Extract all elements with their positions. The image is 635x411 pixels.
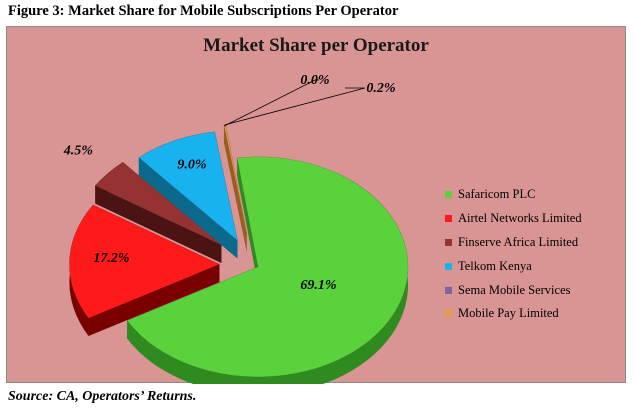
legend-swatch [445, 286, 452, 294]
data-label-safaricom-plc: 69.1% [300, 278, 336, 293]
data-label-sema-mobile-services: 0.0% [300, 73, 329, 88]
legend-item-telkom: Telkom Kenya [445, 254, 582, 278]
data-label-airtel-networks-limited: 17.2% [93, 251, 129, 266]
legend-label: Safaricom PLC [458, 187, 536, 202]
legend-item-sema: Sema Mobile Services [445, 278, 582, 302]
legend-swatch [445, 262, 452, 270]
pie-label-group: 69.1% 17.2% 4.5% 9.0% 0.0% 0.2% [63, 73, 396, 293]
chart-panel: Market Share per Operator 69.1% 17.2% 4.5%… [6, 26, 626, 384]
legend-label: Sema Mobile Services [458, 282, 571, 297]
pie-slice-side-safaricom-plc [127, 156, 409, 384]
pie-slice-wall-telkom-kenya [138, 157, 238, 259]
legend-swatch [445, 215, 452, 223]
source-note: Source: CA, Operators’ Returns. [8, 389, 197, 404]
legend-label: Telkom Kenya [458, 258, 532, 273]
legend-label: Finserve Africa Limited [458, 234, 579, 249]
pie-slice-finserve-africa-limited [94, 161, 222, 246]
pie-slice-wall-safaricom-plc [237, 157, 259, 285]
leader-line-sema-mobile-services [223, 79, 319, 127]
pie-top-group [69, 124, 409, 378]
pie-chart: 69.1% 17.2% 4.5% 9.0% 0.0% 0.2% [63, 73, 409, 384]
pie-slice-wall-finserve-africa-limited [95, 185, 222, 264]
legend-item-finserve: Finserve Africa Limited [445, 231, 582, 255]
leader-line-mobile-pay-limited [224, 87, 366, 126]
figure-caption: Figure 3: Market Share for Mobile Subscr… [8, 3, 399, 19]
pie-slice-airtel-networks-limited [69, 204, 221, 319]
legend: Safaricom PLC Airtel Networks Limited Fi… [445, 183, 582, 326]
data-label-mobile-pay-limited: 0.2% [366, 81, 395, 96]
pie-slice-wall-airtel-networks-limited [88, 264, 220, 336]
data-label-finserve-africa-limited: 4.5% [63, 144, 93, 159]
chart-title: Market Share per Operator [203, 35, 429, 56]
legend-item-airtel: Airtel Networks Limited [445, 207, 582, 231]
legend-item-safaricom: Safaricom PLC [445, 183, 582, 207]
legend-swatch [445, 238, 452, 246]
legend-item-mobile-pay: Mobile Pay Limited [445, 302, 582, 326]
data-label-telkom-kenya: 9.0% [177, 158, 206, 173]
legend-label: Airtel Networks Limited [458, 211, 582, 226]
legend-swatch [445, 191, 452, 199]
legend-label: Mobile Pay Limited [458, 306, 559, 321]
pie-slice-safaricom-plc [126, 156, 409, 378]
legend-swatch [445, 310, 452, 318]
pie-slice-telkom-kenya [138, 131, 238, 242]
